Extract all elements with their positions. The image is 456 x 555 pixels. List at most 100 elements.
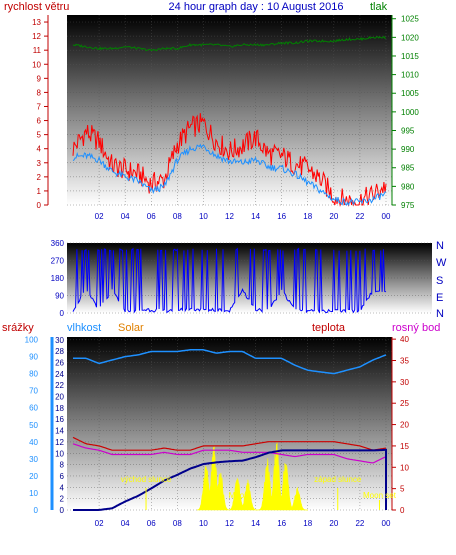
temperature-tick-label: 20 xyxy=(400,421,409,430)
compass-label: N xyxy=(436,240,444,252)
compass-label: W xyxy=(436,257,447,269)
time-tick-label: 06 xyxy=(147,212,156,221)
temperature-tick-label: 40 xyxy=(400,335,409,344)
left-tick-label: 8 xyxy=(37,88,42,97)
series-line-dewpoint xyxy=(72,443,387,464)
left-tick-label: 10 xyxy=(32,60,41,69)
left-tick-label: 0 xyxy=(37,201,42,210)
humidity-tick-label: 60 xyxy=(29,404,38,413)
right-tick-label: 990 xyxy=(401,145,415,154)
right-tick-label: 1010 xyxy=(401,71,419,80)
rain-tick-label: 0 xyxy=(60,506,65,515)
rain-tick-label: 28 xyxy=(55,347,64,356)
dewpoint-axis-title: rosný bod xyxy=(392,322,440,334)
time-tick-label: 00 xyxy=(382,519,391,528)
direction-tick-label: 0 xyxy=(60,309,65,318)
compass-label: S xyxy=(436,275,443,287)
humidity-tick-label: 20 xyxy=(29,472,38,481)
moonrise-label: Moon xyxy=(229,491,249,500)
time-tick-label: 12 xyxy=(225,519,234,528)
wind-pressure-plot-area xyxy=(67,15,392,205)
left-tick-label: 5 xyxy=(37,131,42,140)
left-tick-label: 11 xyxy=(33,46,42,55)
right-tick-label: 1025 xyxy=(401,15,419,24)
left-tick-label: 13 xyxy=(32,18,41,27)
solar-label: Solar xyxy=(118,322,144,334)
direction-tick-label: 270 xyxy=(51,257,65,266)
rain-tick-label: 22 xyxy=(55,381,64,390)
series-line-pressure xyxy=(72,35,387,52)
right-tick-label: 975 xyxy=(401,201,415,210)
series-line-rain xyxy=(73,448,387,511)
left-tick-label: 3 xyxy=(37,159,42,168)
left-tick-label: 9 xyxy=(37,74,42,83)
humidity-tick-label: 0 xyxy=(34,506,39,515)
moonset-label: Moon set xyxy=(363,491,397,500)
temperature-tick-label: 15 xyxy=(400,442,409,451)
time-tick-label: 14 xyxy=(251,212,260,221)
right-tick-label: 995 xyxy=(401,126,415,135)
series-line-humidity xyxy=(73,349,387,375)
humidity-tick-label: 40 xyxy=(29,438,38,447)
temperature-tick-label: 0 xyxy=(400,506,405,515)
left-tick-label: 6 xyxy=(37,117,42,126)
time-tick-label: 22 xyxy=(355,212,364,221)
time-tick-label: 00 xyxy=(382,212,391,221)
direction-tick-label: 360 xyxy=(51,239,65,248)
humidity-tick-label: 30 xyxy=(29,455,38,464)
temperature-tick-label: 30 xyxy=(400,378,409,387)
humidity-tick-label: 10 xyxy=(29,489,38,498)
time-tick-label: 08 xyxy=(173,519,182,528)
humidity-tick-label: 100 xyxy=(25,336,39,345)
series-area-solar xyxy=(196,442,308,511)
left-tick-label: 1 xyxy=(37,187,42,196)
right-tick-label: 1020 xyxy=(401,33,419,42)
rain-tick-label: 24 xyxy=(55,370,64,379)
right-axis-title-pressure: tlak xyxy=(370,1,388,13)
time-tick-label: 20 xyxy=(329,519,338,528)
time-tick-label: 12 xyxy=(225,212,234,221)
temperature-tick-label: 10 xyxy=(400,463,409,472)
rain-tick-label: 26 xyxy=(55,359,64,368)
time-tick-label: 10 xyxy=(199,519,208,528)
left-tick-label: 2 xyxy=(37,173,42,182)
time-tick-label: 04 xyxy=(121,212,130,221)
time-tick-label: 04 xyxy=(121,519,130,528)
rain-tick-label: 4 xyxy=(60,483,65,492)
rain-tick-label: 18 xyxy=(55,404,64,413)
sunset-label: západ slunce xyxy=(314,475,362,484)
left-tick-label: 7 xyxy=(37,102,42,111)
time-tick-label: 16 xyxy=(277,519,286,528)
temperature-axis-title: teplota xyxy=(312,322,346,334)
rain-tick-label: 30 xyxy=(55,336,64,345)
time-tick-label: 16 xyxy=(277,212,286,221)
rain-tick-label: 20 xyxy=(55,393,64,402)
series-line-wind-direction xyxy=(72,247,387,314)
right-tick-label: 1015 xyxy=(401,52,419,61)
rain-axis-title: srážky xyxy=(2,322,34,334)
time-tick-label: 08 xyxy=(173,212,182,221)
right-tick-label: 1000 xyxy=(401,108,419,117)
time-tick-label: 18 xyxy=(303,519,312,528)
chart-title: 24 hour graph day : 10 August 2016 xyxy=(169,1,344,13)
time-tick-label: 20 xyxy=(329,212,338,221)
left-tick-label: 4 xyxy=(37,145,42,154)
right-tick-label: 985 xyxy=(401,164,415,173)
time-tick-label: 18 xyxy=(303,212,312,221)
rain-tick-label: 14 xyxy=(55,427,64,436)
time-tick-label: 02 xyxy=(95,519,104,528)
series-line-wind-average xyxy=(72,143,387,206)
direction-tick-label: 180 xyxy=(51,274,65,283)
rain-tick-label: 16 xyxy=(55,415,64,424)
humidity-tick-label: 90 xyxy=(29,353,38,362)
temperature-tick-label: 35 xyxy=(400,356,409,365)
compass-label: N xyxy=(436,308,444,320)
right-tick-label: 980 xyxy=(401,182,415,191)
compass-label: E xyxy=(436,292,443,304)
direction-tick-label: 90 xyxy=(55,292,64,301)
humidity-tick-label: 70 xyxy=(29,387,38,396)
temperature-tick-label: 25 xyxy=(400,399,409,408)
left-tick-label: 12 xyxy=(32,32,41,41)
temperature-tick-label: 5 xyxy=(400,485,405,494)
sunrise-label: východ slunce xyxy=(121,475,172,484)
